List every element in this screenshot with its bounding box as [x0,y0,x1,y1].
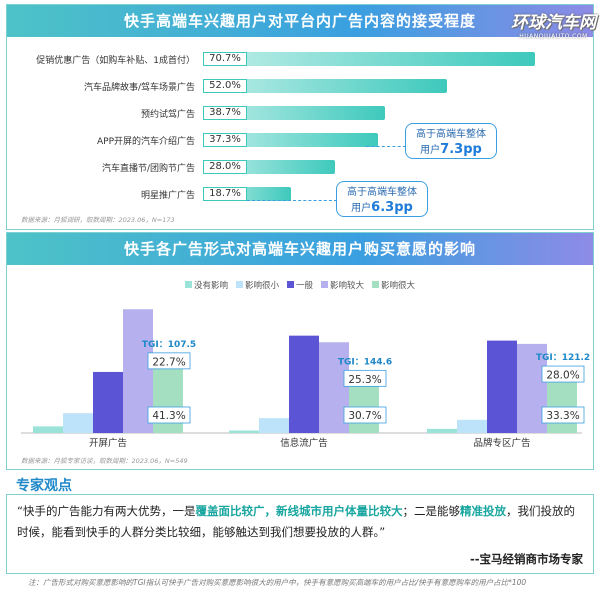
panel2-source: 数据来源：月狐专家访谈，取数周期：2023.06，N=549 [21,457,188,465]
bottom-label-box [343,406,387,424]
callout1-line1: 高于高端车整体 [416,129,486,140]
legend-label: 影响很大 [381,281,416,291]
top-value-label: 25.3% [348,374,381,386]
watermark-logo: 环球汽车网 HUANQIUAUTO.COM [511,8,596,40]
intent-bar [229,430,259,433]
watermark-sub: HUANQIUAUTO.COM [519,33,588,40]
legend-swatch [321,281,328,288]
intent-bar [259,418,289,433]
top-label-box [343,369,387,387]
expert-heading: 专家观点 [16,478,72,494]
category-tick-label: 信息流广告 [280,437,328,449]
callout1-leader [366,146,406,147]
acceptance-bar [205,52,536,66]
legend-label: 影响较大 [330,281,365,291]
quote-highlight2: 精准投放 [459,504,506,518]
category-tick-label: 开屏广告 [89,437,127,449]
legend-swatch [235,281,243,288]
legend-swatch [184,281,192,288]
callout2-prefix: 用户 [351,203,372,214]
quote-highlight1: 覆盖面比较广，新线城市用户体量比较大 [195,504,403,518]
tgi-label: TGI：144.6 [338,357,392,367]
intent-bar [63,413,93,433]
acceptance-value-label: 52.0% [203,79,247,93]
category-label: 促销优惠广告（如购车补贴、1成首付） [36,56,195,66]
legend-label: 影响很小 [244,281,279,291]
legend-swatch [372,281,380,288]
acceptance-bar [205,79,448,93]
watermark-main: 环球汽车网 [511,13,596,33]
legend-swatch [286,281,294,288]
acceptance-value-label: 38.7% [203,106,247,120]
quote-part2: ；二是能够 [402,504,460,518]
category-label: APP开屏的汽车介绍广告 [96,137,195,147]
bottom-value-label: 33.3% [546,410,579,422]
panel2-header: 快手各广告形式对高端车兴趣用户购买意愿的影响 [7,233,593,265]
bottom-label-box [541,406,585,424]
top-label-box [147,352,191,370]
callout-7-3pp: 高于高端车整体 用户7.3pp [405,123,497,159]
legend-item: 影响很大 [372,279,415,291]
callout2-value: 6.3pp [371,200,413,215]
acceptance-bar [205,133,379,147]
top-value-label: 22.7% [152,356,185,368]
callout2-leader [247,200,337,201]
category-label: 汽车品牌故事/驾车场景广告 [83,83,195,93]
category-label: 汽车直播节/团购节广告 [101,164,195,174]
legend-label: 没有影响 [193,281,228,291]
purchase-intent-bar-chart: 41.3% 22.7% TGI：107.5 开屏广告 30.7% 25.3% TGI：144… [21,309,590,449]
intent-bar [427,428,457,433]
legend-item: 影响很小 [235,279,279,291]
top-value-label: 28.0% [546,370,579,382]
ad-acceptance-panel: 快手高端车兴趣用户对平台内广告内容的接受程度 促销优惠广告（如购车补贴、1成首付… [6,4,594,230]
quote-part1: “快手的广告能力有两大优势，一是 [17,504,196,518]
legend-item: 一般 [286,279,313,291]
intent-bar [547,378,577,433]
legend-item: 没有影响 [184,279,228,291]
bottom-label-box [147,406,191,424]
expert-quote-box: “快手的广告能力有两大优势，一是覆盖面比较广，新线城市用户体量比较大；二是能够精… [6,494,594,574]
acceptance-value-label: 70.7% [203,52,247,66]
acceptance-value-label: 18.7% [203,187,247,201]
purchase-intent-panel: 快手各广告形式对高端车兴趣用户购买意愿的影响 没有影响 影响很小 一般 影响较大 影响很… [6,232,594,470]
quote-author: --宝马经销商市场专家 [469,552,583,566]
bottom-value-label: 30.7% [348,410,381,422]
panel1-title: 快手高端车兴趣用户对平台内广告内容的接受程度 [123,12,476,30]
intent-bar [487,340,517,433]
tgi-label: TGI：107.5 [142,340,196,350]
acceptance-value-label: 37.3% [203,133,247,147]
callout-6-3pp: 高于高端车整体 用户6.3pp [336,181,428,217]
tgi-label: TGI：121.2 [536,353,590,363]
category-tick-label: 品牌专区广告 [473,437,530,449]
acceptance-bar [205,106,385,120]
category-label: 明星推广广告 [140,191,195,201]
intent-bar [33,426,63,433]
callout2-line1: 高于高端车整体 [347,187,417,198]
chart-legend: 没有影响 影响很小 一般 影响较大 影响很大 [7,279,593,291]
intent-bar [93,371,123,433]
legend-label: 一般 [295,281,313,291]
intent-bar [457,419,487,433]
top-label-box [541,365,585,383]
panel1-source: 数据来源：月狐调研，取数周期：2023.06，N=173 [21,216,175,224]
callout1-prefix: 用户 [420,145,441,156]
callout1-value: 7.3pp [440,142,482,157]
panel2-title: 快手各广告形式对高端车兴趣用户购买意愿的影响 [123,240,476,258]
quote-part3: ，我们投放的时候，能看到快手的人群分类比较细，能够触达到我们想要投放的人群。” [17,504,575,539]
acceptance-value-label: 28.0% [203,160,247,174]
panel1-header: 快手高端车兴趣用户对平台内广告内容的接受程度 [7,5,593,37]
bottom-value-label: 41.3% [152,410,185,422]
footnote: 注：广告形式对购买意愿影响的TGI指认可快手广告对购买意愿影响很大的用户中，快手… [28,578,527,587]
expert-quote: “快手的广告能力有两大优势，一是覆盖面比较广，新线城市用户体量比较大；二是能够精… [17,501,585,543]
intent-bar [289,335,319,433]
category-label: 预约试驾广告 [140,110,195,120]
legend-item: 影响较大 [321,279,364,291]
